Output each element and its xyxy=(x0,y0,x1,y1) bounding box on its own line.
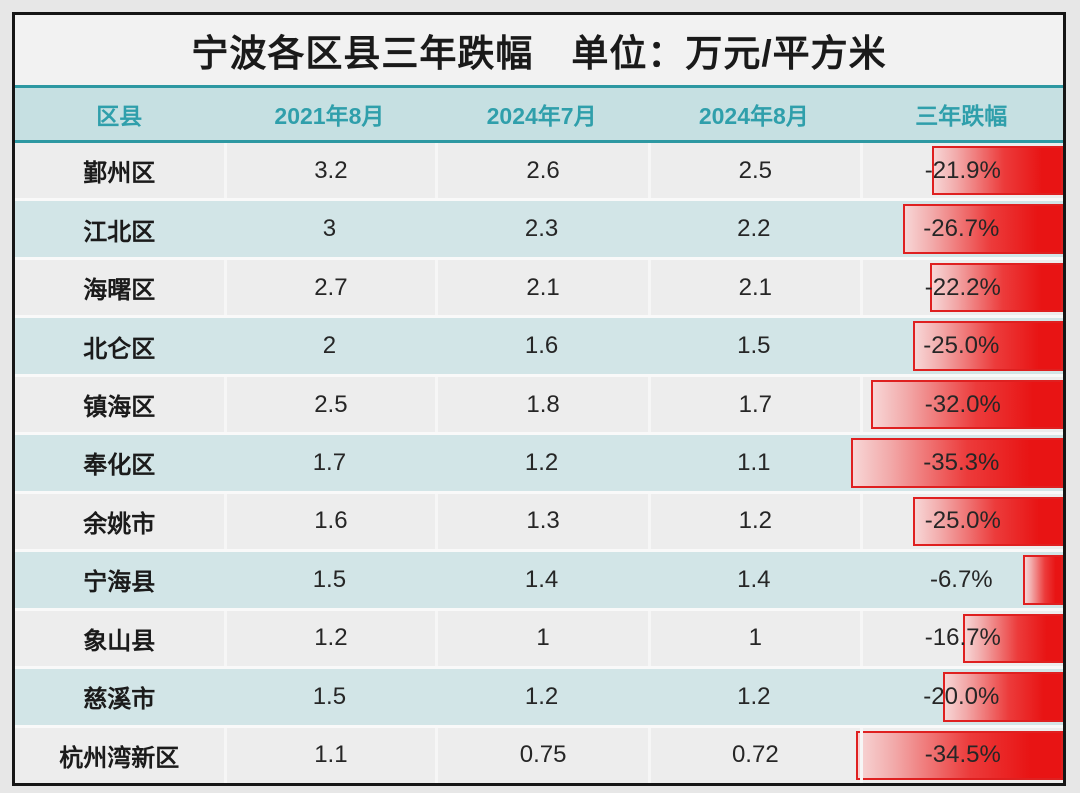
drop-bar xyxy=(962,613,1063,664)
district-cell: 杭州湾新区 xyxy=(59,744,180,772)
header-2024-08: 2024年8月 xyxy=(698,103,809,129)
drop-bar xyxy=(943,672,1063,722)
district-cell: 慈溪市 xyxy=(83,686,156,714)
drop-value: -25.0% xyxy=(924,507,1001,535)
drop-bar xyxy=(851,438,1063,488)
drop-value: -25.0% xyxy=(923,332,1000,360)
value-cell-2024-07: 1.6 xyxy=(524,332,559,360)
table-title: 宁波各区县三年跌幅 单位：万元/平方米 xyxy=(15,15,1063,85)
district-cell: 海曙区 xyxy=(83,277,156,305)
district-cell: 镇海区 xyxy=(83,394,156,422)
value-cell-2021-08: 3.2 xyxy=(223,143,436,199)
table-row: 江北区 3 2.3 2.2 -26.7% xyxy=(15,201,1063,260)
table-header-row: 区县 2021年8月 2024年7月 2024年8月 三年跌幅 xyxy=(15,85,1063,143)
value-cell-2021-08: 1.7 xyxy=(312,448,347,476)
drop-cell: -35.3% xyxy=(860,435,1063,490)
drop-value: -22.2% xyxy=(924,273,1001,301)
header-2024-07: 2024年7月 xyxy=(486,103,597,129)
drop-value: -35.3% xyxy=(923,448,1000,476)
drop-cell: -20.0% xyxy=(860,669,1063,724)
drop-bar xyxy=(929,262,1063,313)
drop-cell: -22.2% xyxy=(859,259,1063,316)
drop-cell: -32.0% xyxy=(859,376,1063,433)
district-cell: 象山县 xyxy=(83,627,156,655)
value-cell-2024-08: 2.2 xyxy=(737,215,771,243)
table-row: 奉化区 1.7 1.2 1.1 -35.3% xyxy=(15,435,1063,494)
value-cell-2021-08: 2.7 xyxy=(223,259,436,316)
district-cell: 奉化区 xyxy=(83,452,156,480)
drop-bar xyxy=(1022,555,1063,605)
value-cell-2024-07: 0.75 xyxy=(435,727,648,783)
district-cell: 鄞州区 xyxy=(83,160,156,188)
value-cell-2024-08: 1.7 xyxy=(647,376,860,433)
table-row: 鄞州区 3.2 2.6 2.5 -21.9% xyxy=(15,143,1063,202)
value-cell-2024-07: 1.4 xyxy=(524,565,559,593)
table-row: 象山县 1.2 1 1 -16.7% xyxy=(15,610,1063,670)
value-cell-2024-07: 1.2 xyxy=(524,448,559,476)
drop-cell: -26.7% xyxy=(860,201,1063,256)
drop-bar xyxy=(856,730,1063,780)
drop-bar xyxy=(913,496,1063,547)
value-cell-2021-08: 3 xyxy=(322,215,337,243)
table-row: 镇海区 2.5 1.8 1.7 -32.0% xyxy=(15,376,1063,436)
drop-cell: -16.7% xyxy=(859,610,1063,667)
drop-cell: -21.9% xyxy=(859,143,1063,199)
table-row: 北仑区 2 1.6 1.5 -25.0% xyxy=(15,318,1063,377)
drop-bar xyxy=(902,204,1063,254)
value-cell-2024-08: 0.72 xyxy=(647,727,860,783)
value-cell-2021-08: 2 xyxy=(322,332,337,360)
value-cell-2021-08: 1.1 xyxy=(223,727,436,783)
value-cell-2024-08: 1.5 xyxy=(737,332,771,360)
drop-cell: -25.0% xyxy=(860,318,1063,373)
table-row: 海曙区 2.7 2.1 2.1 -22.2% xyxy=(15,259,1063,319)
header-2021-08: 2021年8月 xyxy=(274,103,385,129)
value-cell-2024-07: 2.6 xyxy=(435,143,648,199)
value-cell-2024-07: 1.2 xyxy=(524,682,559,710)
drop-value: -21.9% xyxy=(924,156,1001,184)
drop-bar xyxy=(913,321,1063,371)
table-row: 宁海县 1.5 1.4 1.4 -6.7% xyxy=(15,552,1063,611)
drop-value: -32.0% xyxy=(924,390,1001,418)
drop-cell: -34.5% xyxy=(859,727,1063,783)
drop-value: -20.0% xyxy=(923,682,1000,710)
value-cell-2024-08: 2.5 xyxy=(647,143,860,199)
value-cell-2024-08: 1 xyxy=(647,610,860,667)
value-cell-2024-08: 1.2 xyxy=(647,493,860,550)
drop-value: -6.7% xyxy=(929,565,993,593)
district-cell: 余姚市 xyxy=(83,510,156,538)
district-cell: 江北区 xyxy=(83,218,156,246)
value-cell-2024-07: 1.8 xyxy=(435,376,648,433)
value-cell-2021-08: 1.5 xyxy=(312,565,347,593)
price-table-frame: 宁波各区县三年跌幅 单位：万元/平方米 区县 2021年8月 2024年7月 2… xyxy=(12,12,1066,786)
value-cell-2024-07: 2.3 xyxy=(524,215,559,243)
drop-value: -26.7% xyxy=(923,215,1000,243)
value-cell-2021-08: 1.2 xyxy=(223,610,436,667)
table-row: 慈溪市 1.5 1.2 1.2 -20.0% xyxy=(15,669,1063,728)
value-cell-2021-08: 1.5 xyxy=(312,682,347,710)
drop-cell: -6.7% xyxy=(860,552,1063,607)
drop-value: -16.7% xyxy=(924,624,1001,652)
value-cell-2024-07: 1 xyxy=(435,610,648,667)
drop-bar xyxy=(871,379,1063,430)
district-cell: 宁海县 xyxy=(83,569,156,597)
value-cell-2024-07: 2.1 xyxy=(435,259,648,316)
table-row: 杭州湾新区 1.1 0.75 0.72 -34.5% xyxy=(15,727,1063,783)
district-cell: 北仑区 xyxy=(83,335,156,363)
header-drop: 三年跌幅 xyxy=(915,103,1008,129)
value-cell-2021-08: 2.5 xyxy=(223,376,436,433)
table-body: 鄞州区 3.2 2.6 2.5 -21.9% 江北区 3 2.3 2.2 -26.7% 海曙区 2.7… xyxy=(15,143,1063,783)
table-row: 余姚市 1.6 1.3 1.2 -25.0% xyxy=(15,493,1063,553)
header-district: 区县 xyxy=(96,103,143,129)
value-cell-2024-08: 1.4 xyxy=(737,565,771,593)
value-cell-2021-08: 1.6 xyxy=(223,493,436,550)
value-cell-2024-07: 1.3 xyxy=(435,493,648,550)
drop-value: -34.5% xyxy=(924,741,1001,769)
value-cell-2024-08: 1.2 xyxy=(737,682,771,710)
drop-bar xyxy=(931,146,1063,196)
drop-cell: -25.0% xyxy=(859,493,1063,550)
value-cell-2024-08: 2.1 xyxy=(647,259,860,316)
value-cell-2024-08: 1.1 xyxy=(737,448,771,476)
